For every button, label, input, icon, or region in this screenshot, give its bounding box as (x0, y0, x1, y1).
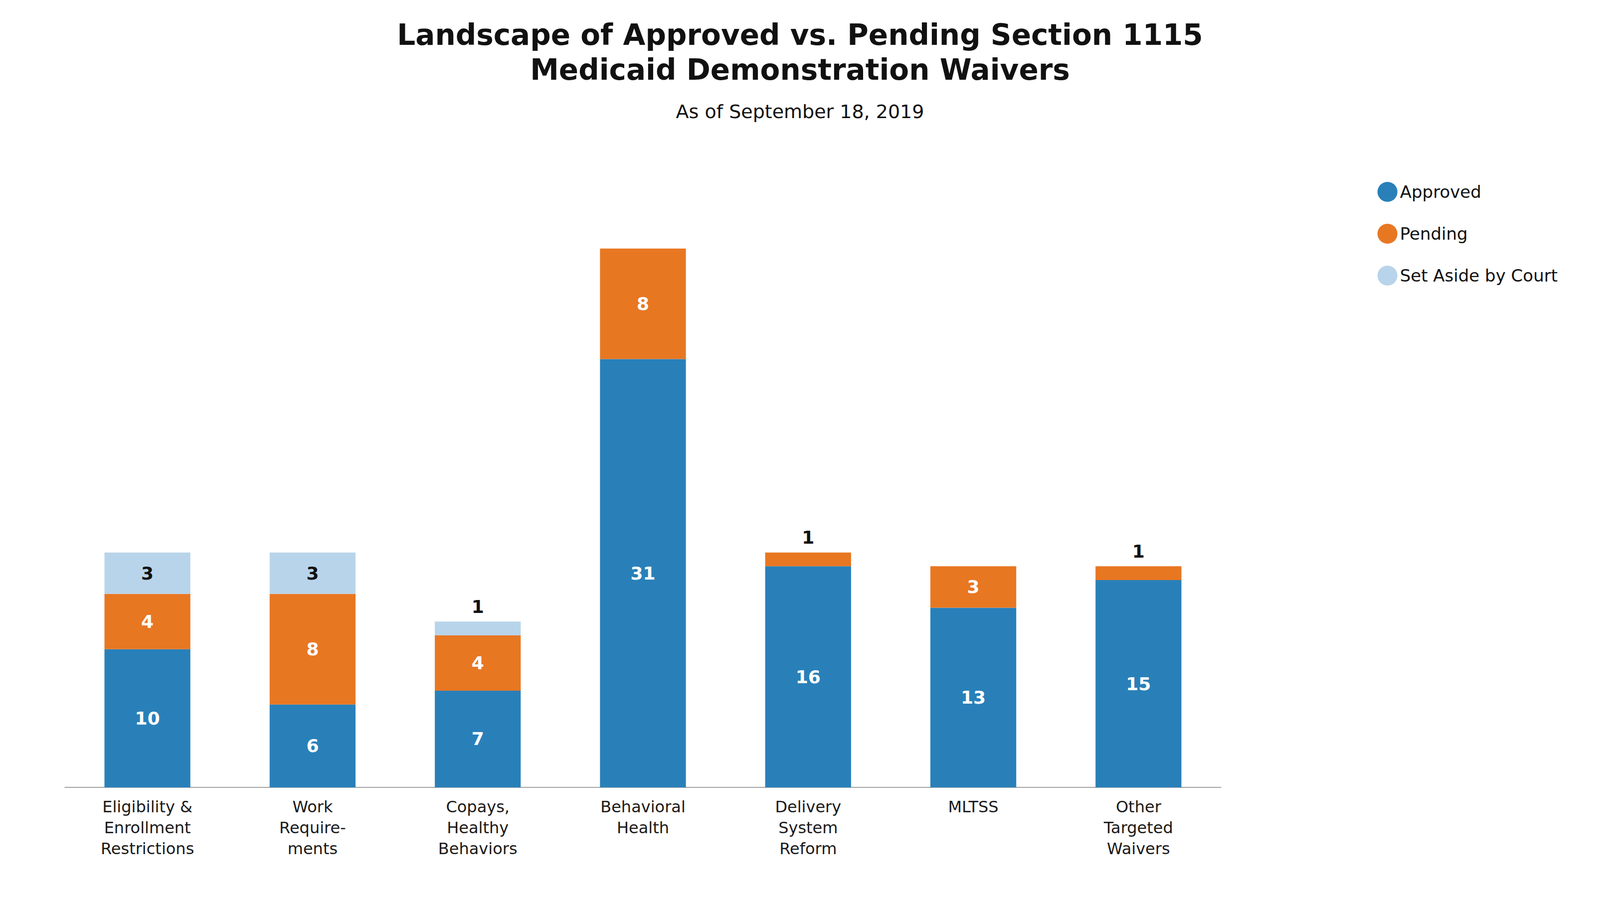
svg-text:Restrictions: Restrictions (100, 839, 194, 859)
svg-text:Set Aside by Court: Set Aside by Court (1400, 265, 1558, 286)
svg-text:Require-: Require- (279, 818, 347, 838)
svg-text:Eligibility &: Eligibility & (102, 797, 193, 817)
svg-text:1: 1 (1132, 541, 1145, 562)
svg-text:16: 16 (795, 667, 821, 688)
svg-text:Waivers: Waivers (1106, 839, 1171, 859)
svg-text:Other: Other (1115, 797, 1162, 817)
svg-text:Healthy: Healthy (446, 818, 509, 838)
svg-text:4: 4 (141, 611, 154, 633)
svg-text:Health: Health (616, 818, 670, 838)
svg-text:3: 3 (306, 563, 319, 584)
svg-text:13: 13 (960, 687, 986, 709)
svg-text:Behaviors: Behaviors (438, 839, 518, 859)
svg-text:Enrollment: Enrollment (104, 818, 191, 838)
svg-text:8: 8 (306, 639, 319, 660)
svg-text:Pending: Pending (1400, 223, 1468, 244)
svg-text:3: 3 (141, 563, 154, 584)
svg-text:As of September 18, 2019: As of September 18, 2019 (676, 100, 925, 123)
svg-text:10: 10 (135, 708, 161, 729)
svg-text:1: 1 (471, 596, 485, 618)
svg-text:Copays,: Copays, (445, 797, 510, 817)
svg-text:Behavioral: Behavioral (600, 797, 686, 817)
svg-text:1: 1 (801, 527, 815, 548)
svg-text:Delivery: Delivery (774, 797, 842, 817)
svg-text:31: 31 (630, 563, 656, 584)
svg-text:Work: Work (292, 797, 334, 817)
svg-text:Medicaid Demonstration Waivers: Medicaid Demonstration Waivers (530, 52, 1070, 87)
svg-text:Approved: Approved (1400, 181, 1482, 202)
svg-text:ments: ments (287, 839, 338, 859)
svg-text:6: 6 (306, 735, 319, 757)
svg-text:15: 15 (1125, 674, 1151, 695)
svg-text:4: 4 (471, 653, 485, 674)
svg-text:7: 7 (471, 728, 485, 750)
svg-text:System: System (778, 818, 838, 838)
svg-text:Landscape of Approved vs. Pend: Landscape of Approved vs. Pending Sectio… (396, 17, 1203, 52)
svg-text:Targeted: Targeted (1103, 818, 1174, 838)
svg-text:Reform: Reform (779, 839, 837, 859)
svg-text:8: 8 (636, 293, 650, 315)
svg-text:MLTSS: MLTSS (947, 797, 999, 817)
svg-text:3: 3 (967, 576, 980, 598)
